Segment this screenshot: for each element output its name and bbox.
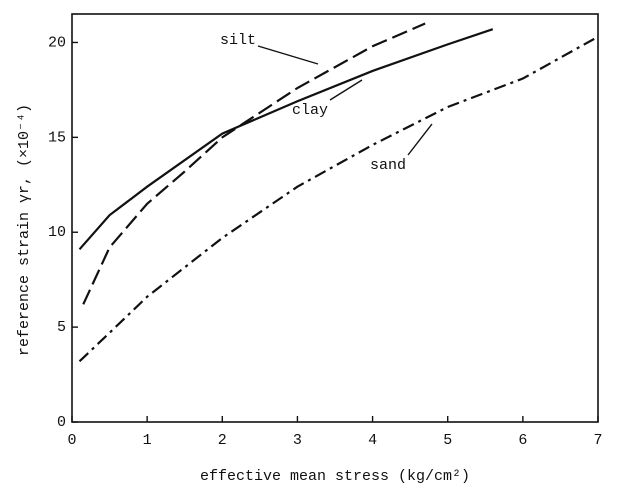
y-tick-label: 20 bbox=[48, 34, 66, 51]
x-axis-label: effective mean stress (kg/cm²) bbox=[200, 468, 470, 485]
data-line bbox=[82, 22, 426, 305]
series-label: clay bbox=[292, 102, 328, 119]
data-line bbox=[78, 28, 494, 251]
series-label: silt bbox=[220, 32, 256, 49]
y-axis-label: reference strain γr, (×10⁻⁴) bbox=[16, 104, 33, 356]
x-tick-label: 1 bbox=[143, 432, 152, 449]
y-tick-label: 5 bbox=[57, 319, 66, 336]
data-line bbox=[78, 35, 599, 363]
x-tick-label: 6 bbox=[518, 432, 527, 449]
x-tick-label: 4 bbox=[368, 432, 377, 449]
y-tick-label: 0 bbox=[57, 414, 66, 431]
series-label: sand bbox=[370, 157, 406, 174]
x-tick-label: 7 bbox=[593, 432, 602, 449]
x-tick-label: 2 bbox=[218, 432, 227, 449]
label-arrow bbox=[407, 123, 433, 156]
y-tick-label: 15 bbox=[48, 129, 66, 146]
label-arrow bbox=[257, 45, 319, 65]
x-tick-label: 5 bbox=[443, 432, 452, 449]
x-tick-label: 3 bbox=[293, 432, 302, 449]
plot-frame bbox=[71, 13, 599, 423]
x-tick-label: 0 bbox=[67, 432, 76, 449]
y-tick-label: 10 bbox=[48, 224, 66, 241]
label-arrow bbox=[329, 79, 363, 101]
